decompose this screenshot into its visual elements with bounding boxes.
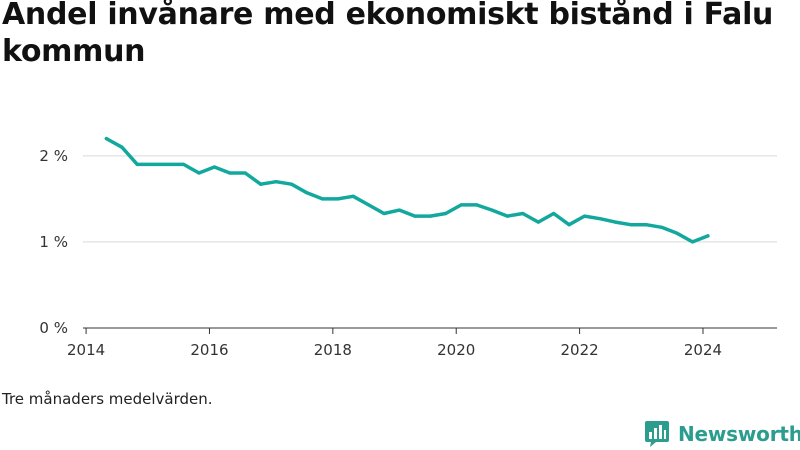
data-point [444,211,448,216]
data-point [274,180,278,184]
data-point [536,220,540,224]
data-point [367,203,371,207]
data-point [305,191,309,195]
chart-title: Andel invånare med ekonomiskt bistånd i … [2,0,774,69]
data-point [490,208,494,212]
y-tick-label: 0 % [39,319,68,337]
data-point [181,162,186,167]
data-point [521,211,525,216]
data-point [428,214,432,218]
data-point [675,231,679,235]
data-point [351,194,355,198]
data-point [336,197,340,201]
bar-chart-bubble-icon [645,421,669,447]
series-layer [104,136,710,244]
chart-caption: Tre månaders medelvärden. [2,390,213,408]
brand-name: Newsworthy [678,422,800,446]
y-tick-label: 1 % [39,233,68,251]
data-point [660,225,664,229]
data-point [104,137,109,141]
data-point [552,211,556,216]
data-point [289,182,294,186]
data-point [413,214,417,218]
data-point [690,240,695,244]
x-tick-label: 2016 [190,341,228,359]
data-point [120,145,124,149]
x-tick-label: 2018 [314,341,352,359]
x-tick-label: 2022 [561,341,599,359]
data-point [706,234,710,238]
data-point [644,223,648,227]
x-axis-labels: 2014 2016 2018 2020 2022 2024 [67,341,722,359]
data-point [166,162,170,167]
data-point [259,182,263,186]
data-point [212,165,216,169]
newsworthy-logo[interactable]: Newsworthy [644,420,800,448]
data-point [382,211,386,216]
x-tick-label: 2024 [684,341,722,359]
data-point [228,171,232,175]
x-tick-label: 2014 [67,341,105,359]
data-point [459,203,463,207]
data-point [135,162,139,167]
y-tick-label: 2 % [39,147,68,165]
data-point [613,220,617,224]
data-point [474,203,479,207]
data-point [629,223,633,227]
data-point [151,162,155,167]
data-point [567,223,571,227]
grid-lines [83,155,777,243]
series-line [104,136,710,244]
y-axis-labels: 0 % 1 % 2 % [39,147,68,337]
data-point [197,171,201,175]
data-point [243,171,247,175]
x-axis [83,327,777,334]
data-point [397,208,402,212]
data-point [505,214,510,218]
data-point [582,214,587,218]
x-tick-label: 2020 [437,341,475,359]
data-point [598,217,602,221]
data-point [320,197,324,201]
